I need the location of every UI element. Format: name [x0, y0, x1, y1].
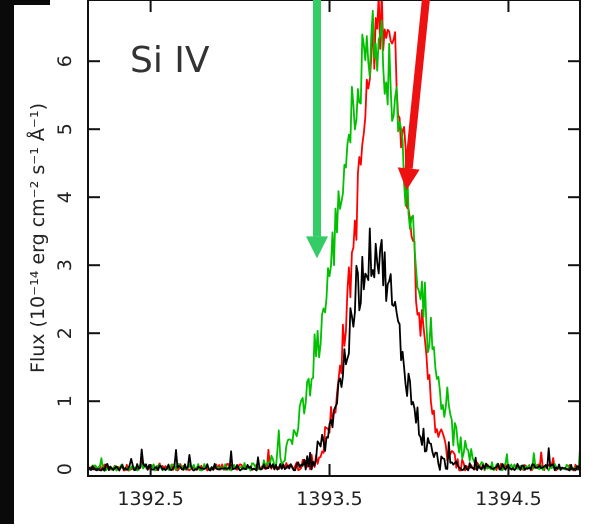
y-tick-label: 4	[54, 191, 76, 203]
y-tick-label: 6	[54, 55, 76, 67]
series-layer	[88, 0, 580, 472]
top-edge-strip	[0, 0, 50, 5]
arrow-shaft-1	[404, 0, 430, 169]
y-tick-label: 3	[54, 259, 76, 271]
x-tick-label: 1394.5	[475, 488, 541, 510]
plot-frame	[87, 0, 581, 477]
tick-layer: 1392.5 1393.5 1394.5 0 1 2 3 4 5 6	[54, 0, 580, 510]
y-axis-label: Flux (10⁻¹⁴ erg cm⁻² s⁻¹ Å⁻¹)	[26, 103, 49, 373]
y-tick-label: 5	[54, 123, 76, 135]
arrow-head-0	[306, 236, 329, 259]
series-line-2	[88, 227, 580, 472]
x-tick-label: 1392.5	[117, 488, 183, 510]
left-edge-strip	[0, 0, 14, 524]
y-tick-label: 0	[54, 463, 76, 475]
y-tick-label: 2	[54, 327, 76, 339]
x-tick-label: 1393.5	[296, 488, 362, 510]
annotation-layer	[306, 0, 430, 259]
y-tick-label: 1	[54, 395, 76, 407]
arrow-head-1	[397, 167, 420, 191]
chart-title: Si IV	[130, 40, 210, 81]
